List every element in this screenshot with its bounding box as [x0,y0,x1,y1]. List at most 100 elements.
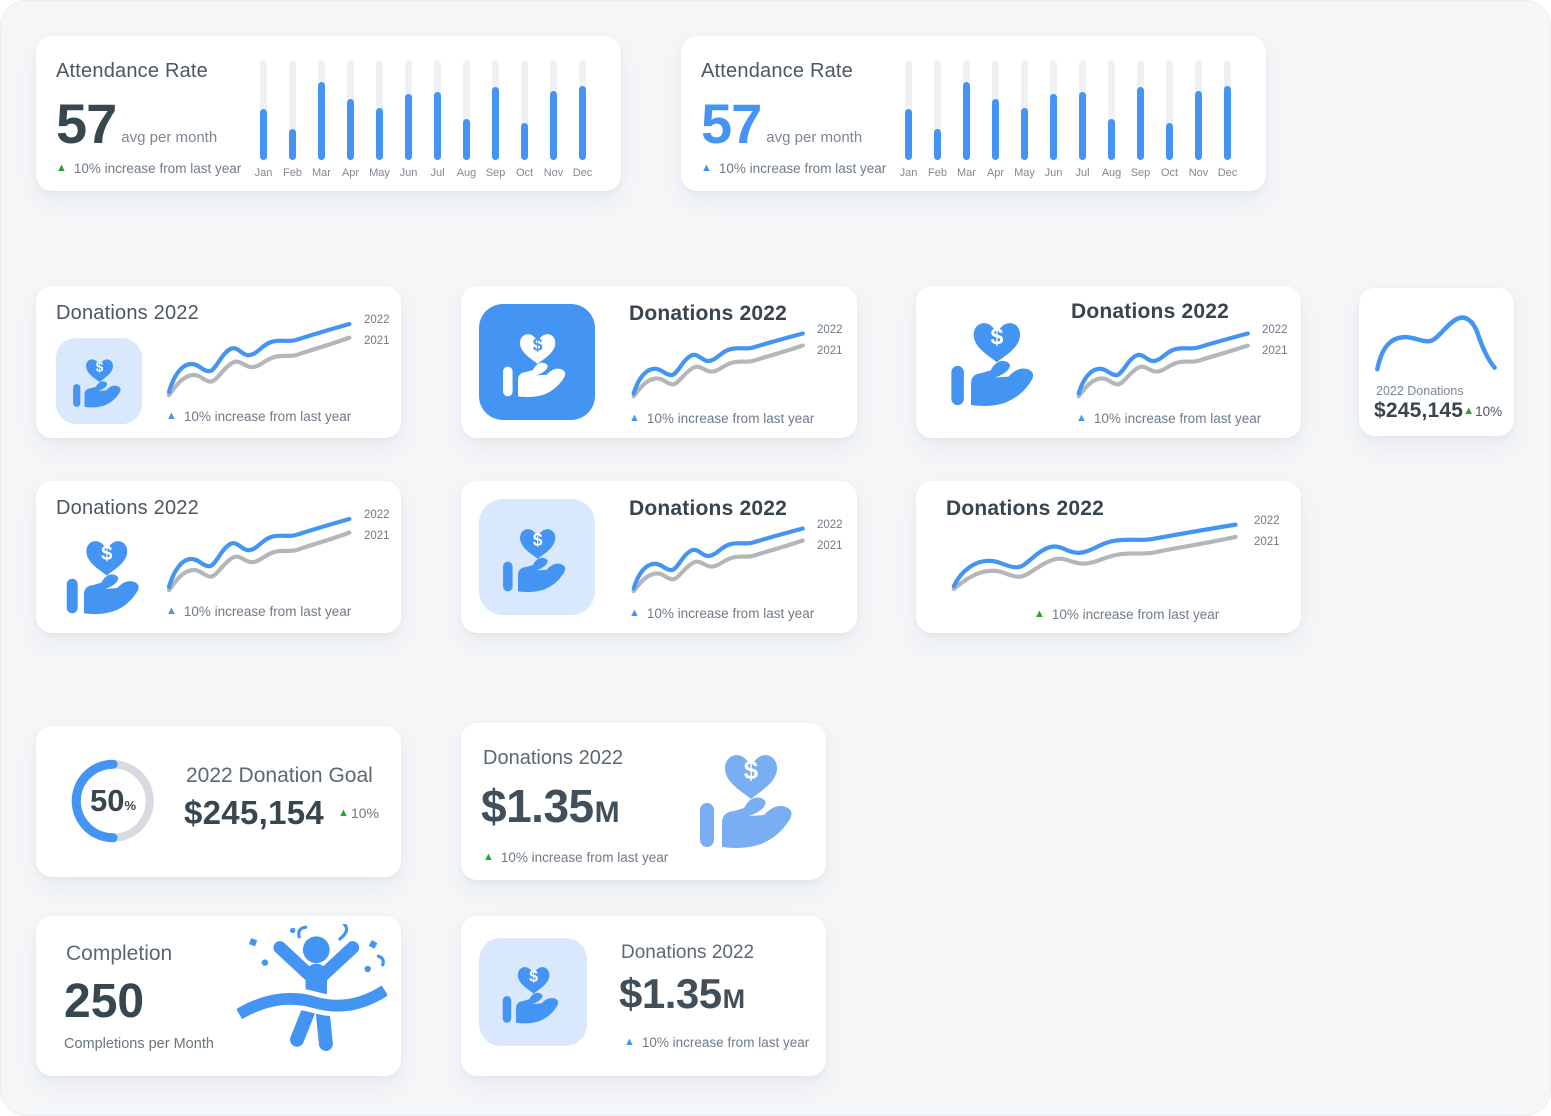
bar-column-nov: Nov [1184,60,1213,179]
bar-fill-may [376,108,383,160]
attendance-bar-chart: Jan Feb Mar Apr May Jun Jul Aug Sep Oct Nov Dec [249,60,597,179]
legend-2022: 2022 [817,519,843,531]
bar-track [963,60,970,160]
card-title: Donations 2022 [629,497,788,520]
bar-track [1137,60,1144,160]
card-title: Attendance Rate [56,60,208,82]
triangle-up-icon: ▲ [624,1036,635,1048]
bar-column-jan: Jan [894,60,923,179]
bar-track [550,60,557,160]
big-value: $1.35 [481,780,594,832]
bar-fill-sep [492,87,499,160]
bar-column-aug: Aug [1097,60,1126,179]
bar-fill-jun [405,94,412,160]
big-value-row: $1.35 M [619,970,745,1018]
month-label: Feb [928,167,947,179]
bar-column-jun: Jun [394,60,423,179]
month-label: May [1014,167,1035,179]
month-label: Nov [1188,167,1209,179]
month-label: May [369,167,390,179]
legend-2022: 2022 [1262,324,1288,336]
goal-value: $245,154 [184,794,325,831]
donations-card-solidbox: $ Donations 2022 2022 2021 ▲ 10% increas… [461,286,857,438]
month-label: Aug [1101,167,1122,179]
hand-heart-donation-icon: $ [503,528,566,592]
donations-line-chart: 2022 2021 [164,314,390,404]
legend-2022: 2022 [1254,515,1280,527]
bar-column-feb: Feb [923,60,952,179]
donations-line-chart: 2022 2021 [629,519,843,599]
bar-track [260,60,267,160]
attendance-value-row: 57 avg per month [56,96,217,151]
month-label: Jul [1075,167,1090,179]
card-title: Attendance Rate [701,60,853,82]
dollar-sign-icon: $ [744,755,759,785]
big-value: $1.35 [619,970,722,1017]
bar-track [1079,60,1086,160]
card-title: Donations 2022 [946,497,1105,520]
delta-row: ▲ 10% increase from last year [629,411,814,426]
delta-text: 10% increase from last year [1093,411,1262,426]
attendance-bar-chart: Jan Feb Mar Apr May Jun Jul Aug Sep Oct Nov Dec [894,60,1242,179]
mini-value: $245,145 [1374,399,1464,422]
month-label: Jun [1044,167,1063,179]
dollar-sign-icon: $ [533,529,543,549]
bar-track [992,60,999,160]
bar-column-jul: Jul [1068,60,1097,179]
delta-row: ▲ 10% increase from last year [1076,411,1261,426]
card-title: Donations 2022 [483,747,624,769]
bar-column-aug: Aug [452,60,481,179]
bar-track [434,60,441,160]
bar-fill-dec [1224,86,1231,160]
bar-fill-jul [434,92,441,160]
bar-column-jul: Jul [423,60,452,179]
dollar-sign-icon: $ [533,334,543,354]
bar-column-jun: Jun [1039,60,1068,179]
bar-fill-mar [963,82,970,160]
donation-icon-box: $ [479,499,595,615]
bar-fill-jan [905,109,912,160]
legend-2022: 2022 [364,314,390,326]
mini-delta: ▲ 10% [1463,404,1502,419]
legend-2021: 2021 [364,530,390,542]
big-value-suffix: M [722,984,746,1014]
month-label: Mar [957,167,976,179]
delta-text: 10% increase from last year [646,411,815,426]
delta-row: ▲ 10% increase from last year [629,606,814,621]
goal-label: 2022 Donation Goal [186,764,373,787]
delta-row: ▲ 10% increase from last year [56,161,241,176]
delta-row: ▲ 10% increase from last year [166,409,351,424]
month-label: Jun [399,167,418,179]
bar-track [289,60,296,160]
delta-text: 10% increase from last year [646,606,815,621]
bar-track [1021,60,1028,160]
hand-heart-donation-icon: $ [700,755,792,848]
bar-column-jan: Jan [249,60,278,179]
completion-label: Completions per Month [64,1036,214,1052]
bar-track [1195,60,1202,160]
dollar-sign-icon: $ [529,968,538,985]
bar-fill-oct [1166,123,1173,160]
bar-fill-nov [1195,91,1202,160]
delta-text: 10% increase from last year [718,161,887,176]
goal-percent-sign: % [124,798,137,813]
attendance-value-row: 57 avg per month [701,96,863,151]
bar-fill-jun [1050,94,1057,160]
big-donations-card-iconright: Donations 2022 $1.35 M ▲ 10% increase fr… [461,723,826,880]
bar-track [579,60,586,160]
attendance-unit: avg per month [766,128,863,146]
card-title: Donations 2022 [56,497,199,519]
donations-line-chart: 2022 2021 [629,324,843,404]
delta-text: 10% increase from last year [500,850,669,865]
mini-donations-card: 2022 Donations $245,145 ▲ 10% [1359,288,1514,436]
month-label: Sep [485,167,506,179]
donation-goal-card: 50 % 2022 Donation Goal $245,154 ▲ 10% [36,726,401,877]
card-title: Completion [66,942,173,965]
triangle-up-icon: ▲ [166,605,177,617]
bar-column-may: May [1010,60,1039,179]
bar-track [521,60,528,160]
card-title: Donations 2022 [629,302,788,325]
goal-donut-chart: 50 % [62,750,164,852]
triangle-up-icon: ▲ [629,412,640,424]
triangle-up-icon: ▲ [1076,412,1087,424]
